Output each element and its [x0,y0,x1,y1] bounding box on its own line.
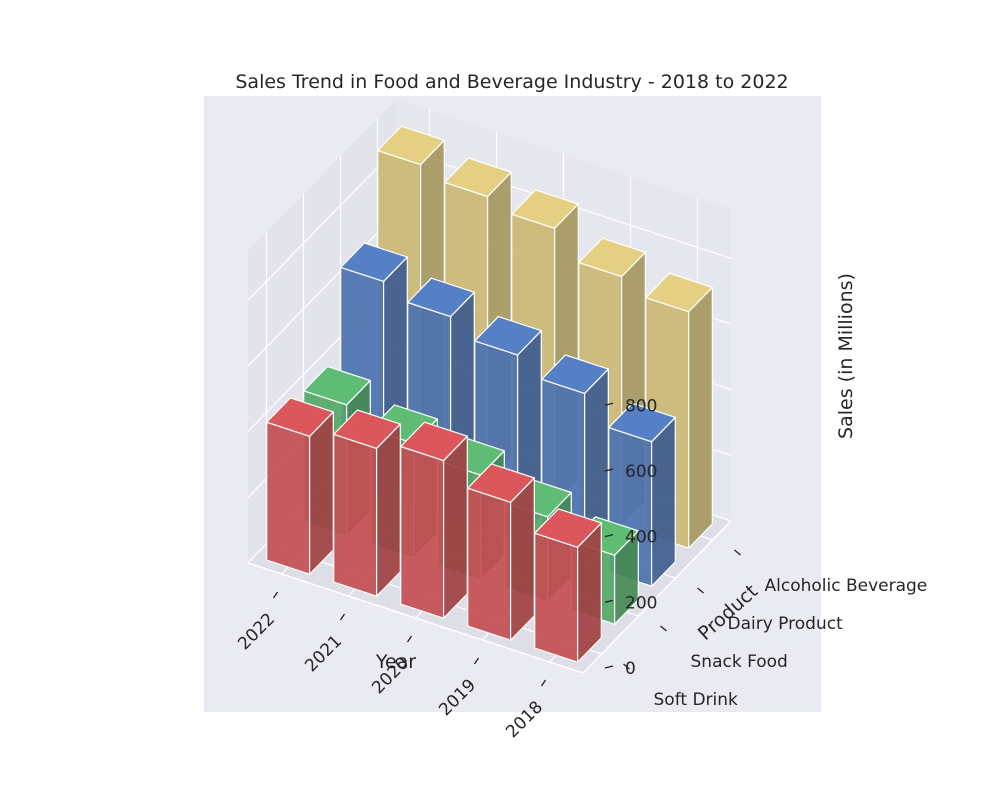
y-tick-label: Snack Food [691,652,788,672]
z-tick [604,665,614,669]
bar-front-face [467,487,512,641]
bar-front-face [266,421,311,575]
bar-side-face [309,411,334,575]
bar-top-face [333,409,401,449]
bar-top-face [303,365,371,406]
bar-top-face [578,237,646,278]
y-tick [697,587,704,594]
bar-side-face [687,286,713,549]
bar-top-face [377,125,445,166]
z-tick-label: 400 [625,528,657,548]
bar-top-face [266,397,334,437]
x-axis-label: Year [375,651,416,673]
bar-side-face [376,423,401,597]
z-tick-label: 800 [625,396,657,416]
bar-front-face [333,433,378,597]
bar-soft-drink-2018 [534,508,602,663]
x-tick [406,635,413,643]
y-tick-label: Dairy Product [728,614,844,634]
bar-top-face [645,272,713,313]
x-tick [272,591,279,599]
bar-top-face [407,277,475,318]
y-tick-label: Alcoholic Beverage [765,576,928,596]
bar-side-face [443,435,468,619]
bar-side-face [510,477,535,641]
bar-top-face [474,316,542,356]
y-tick [660,625,667,632]
floor-edge [247,520,732,674]
bar-side-face [650,416,676,587]
z-tick [604,468,614,472]
bar-soft-drink-2021 [333,409,401,597]
z-tick [604,599,614,603]
bar-top-face [511,189,579,229]
bar-top-face [340,242,408,282]
z-tick-label: 200 [625,593,657,613]
bar-soft-drink-2022 [266,397,334,575]
bar-front-face [400,445,445,619]
bar-top-face [541,354,609,394]
y-tick-label: Soft Drink [654,690,739,710]
y-tick [623,663,630,670]
z-tick [604,534,614,538]
bar-top-face [400,421,468,462]
bars [266,125,713,663]
x-tick [540,679,547,687]
z-tick-label: 0 [625,659,636,679]
z-axis-label: Sales (in Millions) [835,273,857,439]
z-tick [604,402,614,406]
bar-top-face [467,463,535,503]
x-tick [473,657,480,665]
bar-top-face [444,157,512,198]
bar-front-face [534,532,579,663]
chart-title: Sales Trend in Food and Beverage Industr… [235,71,788,93]
y-tick [734,549,741,556]
bar-soft-drink-2020 [400,421,468,619]
bar-soft-drink-2019 [467,463,535,641]
z-tick-label: 600 [625,462,657,482]
bar-top-face [608,402,676,443]
x-tick [339,613,346,621]
bar-top-face [534,508,602,548]
